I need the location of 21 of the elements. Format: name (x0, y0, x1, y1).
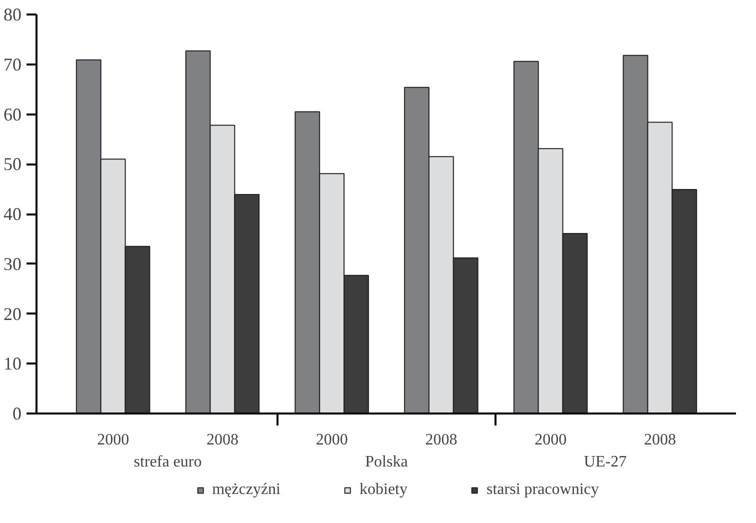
legend-label: mężczyźni (212, 481, 280, 499)
text: strefa euro (134, 454, 202, 470)
x-tick-label: 2008 (425, 432, 458, 448)
y-tick-label: 40 (4, 204, 22, 224)
y-tick-label: 20 (4, 304, 22, 324)
x-tick-label: 2000 (97, 432, 130, 448)
y-tick-label: 0 (12, 404, 22, 424)
y-tick-label: 10 (4, 354, 22, 374)
y-tick-label: 60 (4, 104, 22, 124)
y-tick-label: 80 (4, 4, 22, 24)
x-tick-label: 2008 (644, 432, 676, 448)
y-tick-label: 70 (4, 54, 22, 74)
text: UE-27 (584, 454, 627, 470)
x-tick-label: 2000 (534, 432, 567, 448)
legend-label: starsi pracownicy (486, 481, 599, 499)
y-tick-label: 50 (4, 154, 22, 174)
y-tick-label: 30 (4, 254, 22, 274)
x-tick-label: 2008 (206, 432, 238, 448)
x-tick-label: 2000 (316, 432, 348, 448)
legend-label: kobiety (360, 481, 408, 499)
text: Polska (365, 454, 408, 470)
